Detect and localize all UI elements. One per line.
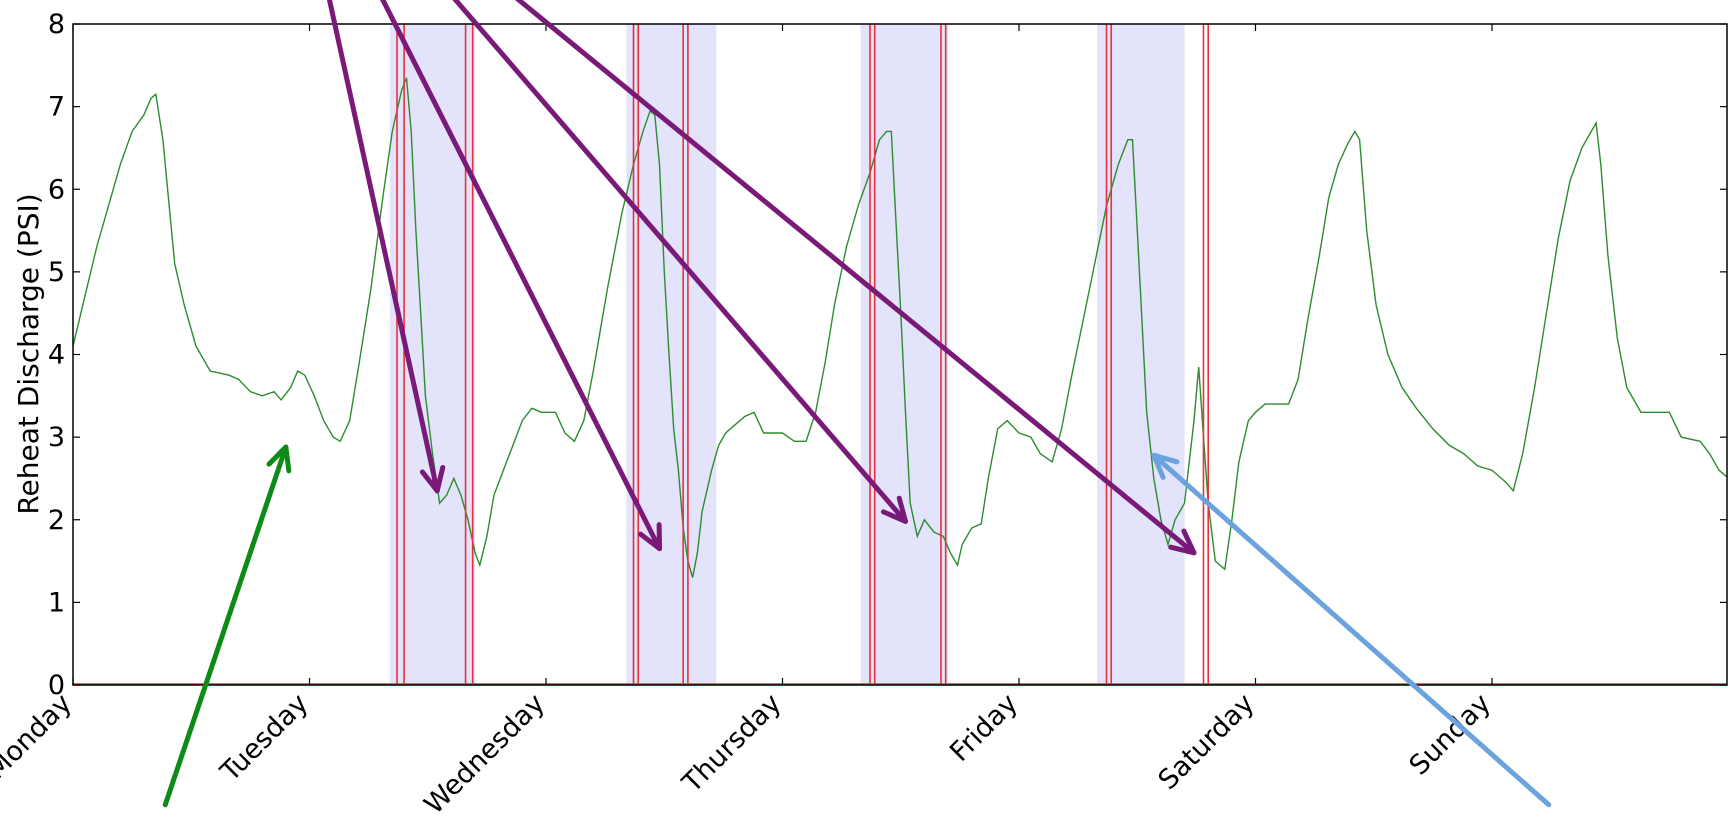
shaded-region-3	[860, 24, 949, 685]
shaded-regions	[389, 24, 1185, 685]
y-axis: 0 1 2 3 4 5 6 7 8	[48, 9, 1727, 701]
x-tick-label-saturday: Saturday	[1152, 688, 1260, 796]
x-tick-label-friday: Friday	[944, 688, 1024, 768]
y-tick-label: 6	[48, 174, 65, 205]
series-layer	[73, 77, 1727, 578]
annotation-arrow-5	[162, 444, 292, 808]
x-tick-label-monday: Monday	[0, 688, 78, 785]
series-line-1	[73, 77, 1727, 578]
shaded-region-1	[389, 24, 476, 685]
y-tick-label: 5	[48, 257, 65, 288]
x-tick-label-thursday: Thursday	[676, 688, 787, 799]
annotation-arrow-1	[326, 0, 446, 494]
y-tick-label: 7	[48, 92, 65, 123]
annotation-arrows	[162, 0, 1552, 808]
y-axis-label: Reheat Discharge (PSI)	[12, 193, 45, 514]
shaded-region-2	[626, 24, 717, 685]
annotation-arrow-2	[380, 0, 663, 552]
shaded-region-4	[1097, 24, 1185, 685]
x-axis: Monday Tuesday Wednesday Thursday Friday Satu…	[0, 24, 1497, 820]
y-tick-label: 3	[48, 422, 65, 453]
annotation-arrow-4	[514, 0, 1197, 556]
annotation-arrow-6	[1151, 452, 1552, 808]
y-tick-label: 0	[48, 670, 65, 701]
y-tick-label: 1	[48, 587, 65, 618]
x-tick-label-wednesday: Wednesday	[418, 688, 550, 820]
y-tick-label: 8	[48, 9, 65, 40]
y-tick-label: 4	[48, 340, 65, 371]
y-tick-label: 2	[48, 505, 65, 536]
x-tick-label-sunday: Sunday	[1404, 688, 1497, 781]
x-tick-label-tuesday: Tuesday	[214, 688, 314, 788]
annotation-arrow-3	[452, 0, 908, 524]
